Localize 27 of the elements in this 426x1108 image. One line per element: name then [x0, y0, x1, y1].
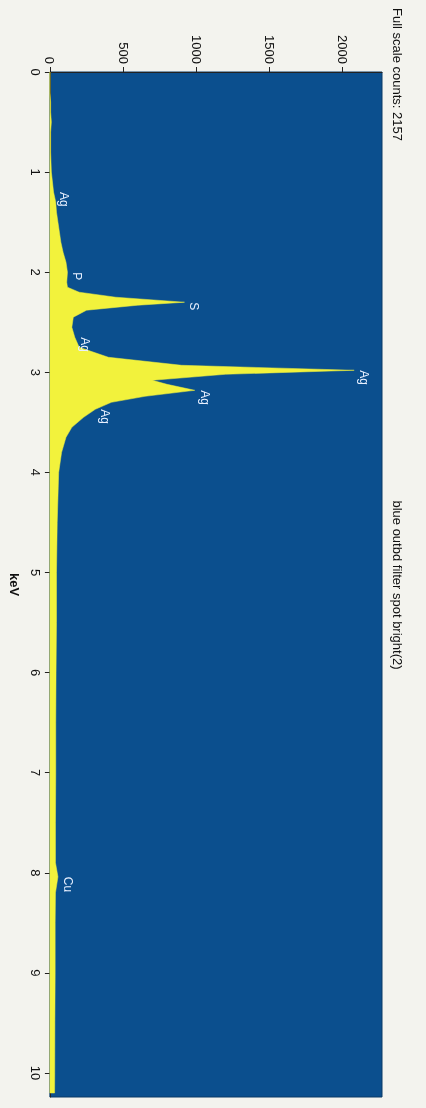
annotation: Ag	[56, 192, 71, 207]
annotation: Ag	[98, 409, 113, 425]
text: blue outbd filter spot bright(2)	[390, 500, 405, 670]
y-tick-label: 6	[27, 668, 43, 677]
annotation: P	[70, 272, 85, 281]
annotation: Ag	[357, 370, 372, 385]
y-tick-label: 3	[27, 368, 43, 376]
y-tick-label: 4	[27, 468, 43, 477]
text: Full scale counts: 2157	[390, 8, 405, 141]
y-tick-label: 10	[27, 1065, 43, 1081]
y-tick-label: 9	[27, 969, 43, 977]
x-tick-label: 1500	[261, 35, 277, 64]
y-tick-label: 5	[27, 568, 43, 577]
annotation: Ag	[197, 390, 212, 405]
y-tick-label: 2	[27, 268, 43, 276]
annotation: Cu	[60, 876, 75, 893]
annotation: S	[187, 302, 202, 311]
x-tick-label: 1000	[188, 35, 204, 64]
y-tick-label: 7	[27, 769, 43, 777]
y-tick-label: 0	[27, 68, 43, 76]
y-tick-label: 8	[27, 869, 43, 877]
annotation: Ag	[77, 337, 92, 352]
x-tick-label: 500	[115, 42, 131, 64]
y-axis-title: keV	[7, 572, 22, 597]
x-tick-label: 0	[42, 56, 58, 64]
y-tick-label: 1	[27, 168, 43, 176]
x-tick-label: 2000	[335, 35, 350, 64]
